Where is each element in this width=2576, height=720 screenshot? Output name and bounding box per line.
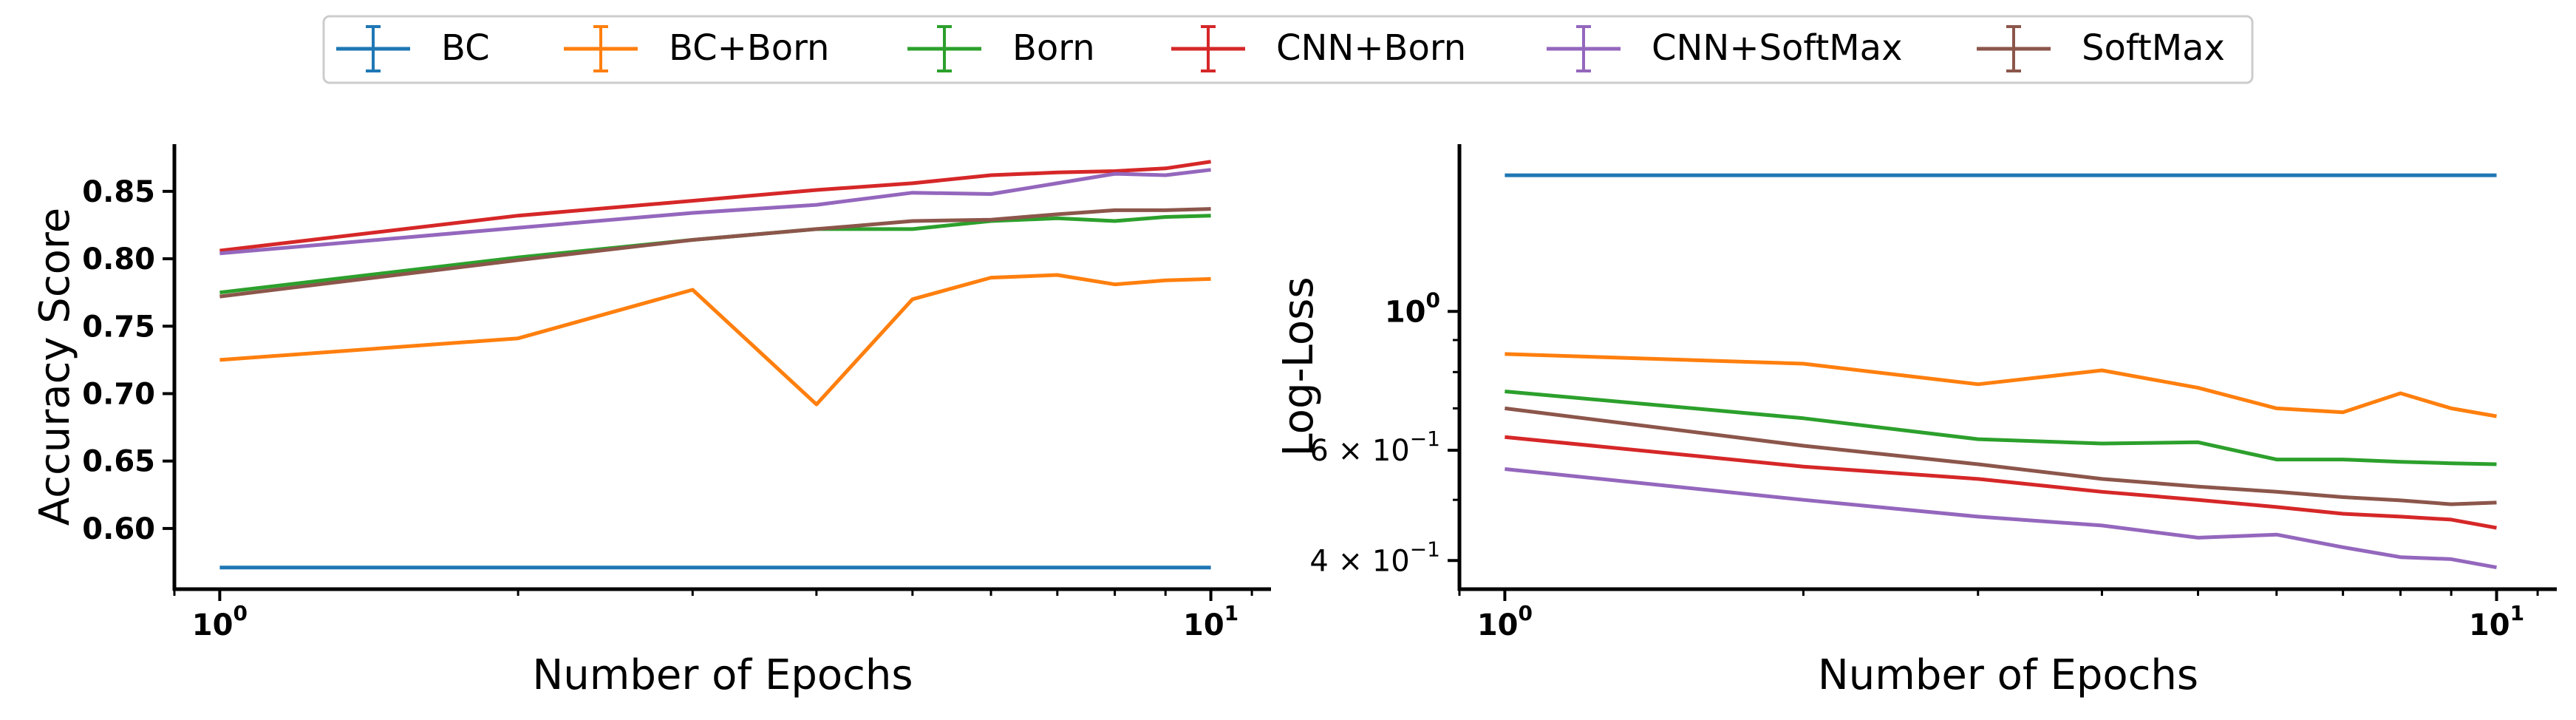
y-tick-label: 0.70 [82,377,155,411]
legend-frame [322,15,2254,84]
series-line-softmax [1505,406,2497,506]
series-line-cnn-softmax [1505,467,2497,570]
series-line-cnn-born [1505,435,2497,530]
y-tick-label: 100 [1385,288,1440,329]
legend-label: CNN+Born [1276,27,1466,69]
series-line-cnn-born [219,160,1211,253]
series-line-softmax [219,207,1211,299]
legend-label: BC+Born [669,27,829,69]
x-tick-label: 101 [1183,601,1238,642]
series-line-born [219,214,1211,295]
y-tick-label: 0.85 [82,175,155,209]
legend-item-cnn-softmax: CNN+SoftMax [1547,25,1903,72]
legend-item-softmax: SoftMax [1977,25,2225,72]
series-line-bc-born [219,273,1211,407]
legend-item-cnn-born: CNN+Born [1171,25,1466,72]
logloss-chart: 100 101 4 × 10−1 6 × 10−1 100 Number of Epoch… [1275,144,2557,699]
legend-item-bc: BC [336,25,490,72]
series-line-born [1505,390,2497,466]
series-group [219,160,1211,570]
series-line-cnn-softmax [219,168,1211,256]
legend-label: SoftMax [2082,27,2225,69]
y-axis-label: Accuracy Score [31,208,79,526]
y-tick-label: 0.80 [82,242,155,276]
x-axis-label: Number of Epochs [532,651,913,699]
y-tick-label: 4 × 10−1 [1309,537,1440,578]
accuracy-chart: 100 101 0.60 0.65 0.70 0.75 0.80 0.85 Number of … [31,144,1271,699]
legend: BC BC+Born Born CNN+Born CNN+SoftMax SoftMax [322,15,2254,84]
legend-item-born: Born [907,25,1095,72]
series-line-bc-born [1505,352,2497,418]
legend-label: BC [441,27,490,69]
x-tick-label: 101 [2469,601,2524,642]
series-group [1505,173,2497,570]
y-tick-label: 0.65 [82,445,155,479]
x-tick-label: 100 [192,601,248,642]
legend-label: Born [1012,27,1095,69]
x-axis-label: Number of Epochs [1818,651,2198,699]
y-tick-label: 6 × 10−1 [1309,427,1440,468]
legend-item-bc-born: BC+Born [564,25,829,72]
x-tick-label: 100 [1477,601,1533,642]
y-tick-label: 0.60 [82,512,155,546]
y-axis-label: Log-Loss [1275,276,1323,456]
legend-label: CNN+SoftMax [1652,27,1903,69]
y-tick-label: 0.75 [82,310,155,344]
